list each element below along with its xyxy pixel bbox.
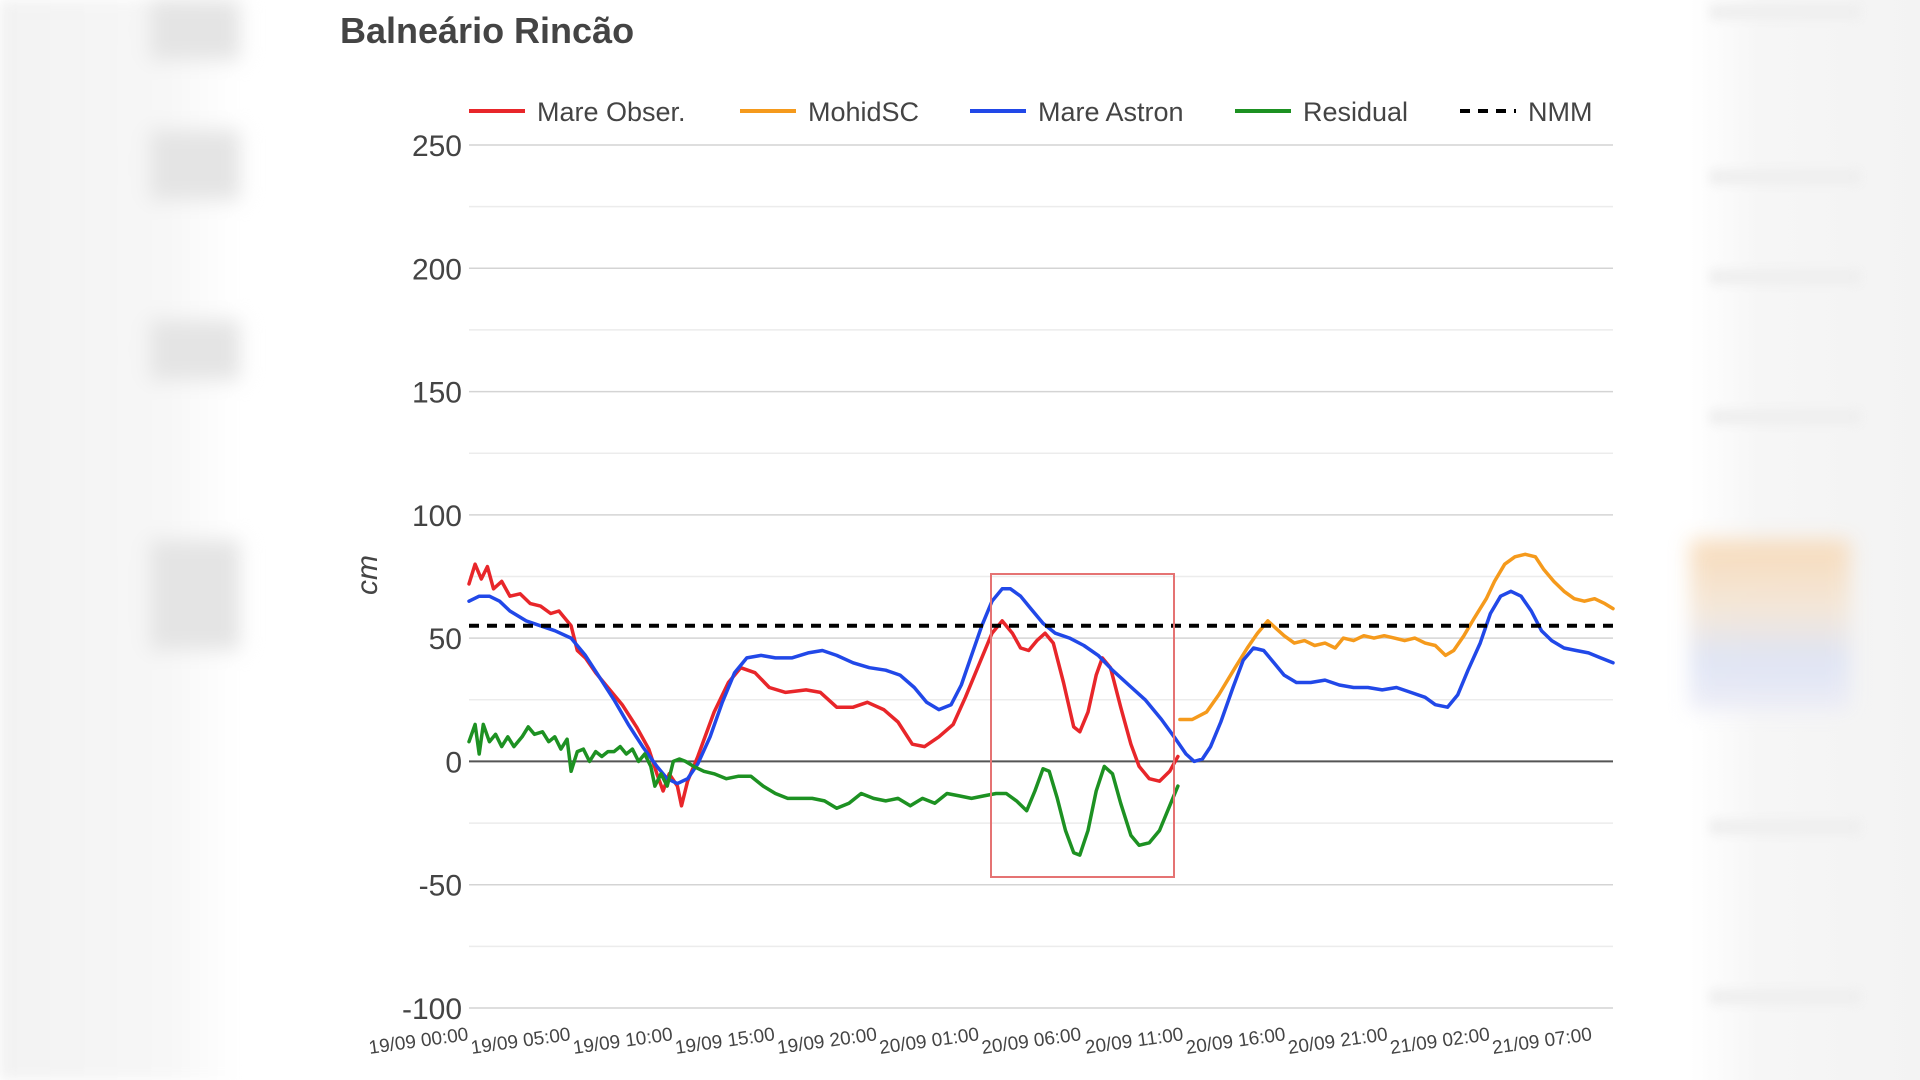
blur-block — [150, 130, 240, 200]
y-tick-label: 50 — [429, 623, 462, 656]
y-tick-label: -100 — [402, 993, 462, 1026]
x-tick-label: 19/09 15:00 — [674, 1024, 776, 1059]
x-tick-label: 19/09 05:00 — [470, 1024, 572, 1059]
legend: Mare Obser. MohidSC Mare Astron Residual NMM — [469, 97, 1592, 127]
x-tick-label: 19/09 20:00 — [776, 1024, 878, 1059]
x-tick-label: 20/09 01:00 — [878, 1024, 980, 1059]
x-tick-label: 21/09 07:00 — [1491, 1024, 1593, 1059]
x-tick-label: 20/09 06:00 — [980, 1024, 1082, 1059]
series-line-mohidsc — [1178, 552, 1615, 722]
highlight-box — [990, 573, 1175, 878]
x-tick-label: 20/09 16:00 — [1185, 1024, 1287, 1059]
blur-line — [1710, 990, 1860, 1004]
grid-layer — [469, 144, 1613, 1009]
blurred-chart-fragment — [1690, 540, 1850, 710]
legend-label: Mare Astron — [1038, 97, 1184, 127]
y-tick-label: 200 — [412, 253, 462, 286]
x-tick-label: 19/09 00:00 — [367, 1024, 469, 1059]
x-tick-label: 20/09 21:00 — [1287, 1024, 1389, 1059]
blur-line — [1710, 170, 1860, 184]
blur-block — [150, 320, 240, 380]
blur-line — [1710, 270, 1860, 284]
y-axis-label: cm — [351, 555, 384, 595]
legend-label: MohidSC — [808, 97, 919, 127]
series-line-mare-astron — [467, 587, 1615, 786]
blurred-background-left — [0, 0, 240, 1080]
x-tick-label: 19/09 10:00 — [572, 1024, 674, 1059]
series-line-residual — [467, 722, 1180, 857]
y-tick-label: 0 — [445, 746, 462, 779]
chart-title: Balneário Rincão — [340, 10, 635, 51]
blur-block — [150, 540, 240, 650]
legend-label: Residual — [1303, 97, 1408, 127]
blur-line — [1710, 820, 1860, 834]
y-tick-label: 150 — [412, 377, 462, 410]
y-tick-label: 250 — [412, 130, 462, 163]
blur-line — [1710, 5, 1860, 19]
y-tick-label: -50 — [419, 870, 462, 903]
x-tick-label: 20/09 11:00 — [1084, 1024, 1185, 1059]
blurred-background-right — [1690, 0, 1920, 1080]
blur-line — [1710, 410, 1860, 424]
legend-label: NMM — [1528, 97, 1592, 127]
y-tick-label: 100 — [412, 500, 462, 533]
legend-label: Mare Obser. — [537, 97, 686, 127]
blur-block — [150, 0, 240, 60]
x-tick-label: 21/09 02:00 — [1389, 1024, 1491, 1059]
series-line-mare-obser — [467, 562, 1180, 808]
series-layer — [467, 552, 1615, 857]
